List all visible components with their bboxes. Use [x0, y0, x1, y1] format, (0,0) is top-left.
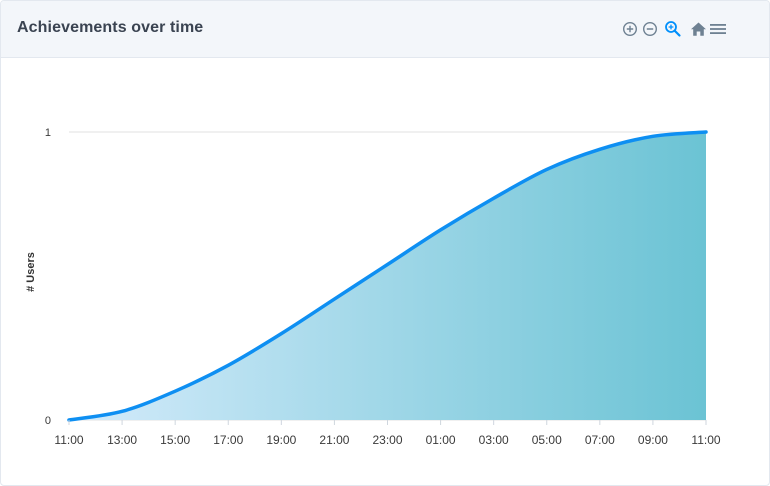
x-axis-ticks: 11:00 13:00 15:00 17:00 19:00 21:00 23:00 01:00… — [54, 420, 721, 447]
y-tick-label: 0 — [45, 415, 51, 427]
series-line-path — [67, 130, 708, 422]
area-chart: 11:00 13:00 15:00 17:00 19:00 21:00 23:00 01:00… — [45, 127, 721, 447]
series-area-fill — [69, 132, 706, 420]
x-tick-label: 01:00 — [426, 433, 456, 447]
y-axis-label: # Users — [25, 252, 37, 292]
x-tick-label: 11:00 — [54, 433, 83, 447]
zoom-select-icon[interactable] — [663, 18, 683, 40]
x-tick-label: 11:00 — [691, 433, 720, 447]
x-tick-label: 15:00 — [160, 433, 190, 447]
y-tick-label: 1 — [45, 127, 51, 139]
card-header: Achievements over time — [1, 1, 769, 58]
card-title: Achievements over time — [17, 19, 204, 36]
chart-area: # Users 11:00 13:00 15:00 17:00 19:00 21:00 23… — [1, 58, 769, 485]
zoom-out-icon[interactable] — [640, 18, 660, 40]
x-tick-label: 09:00 — [638, 433, 668, 447]
x-tick-label: 13:00 — [107, 433, 137, 447]
y-axis-ticks: 01 — [45, 127, 51, 427]
x-tick-label: 05:00 — [532, 433, 562, 447]
x-tick-label: 17:00 — [213, 433, 243, 447]
x-tick-label: 21:00 — [319, 433, 349, 447]
zoom-in-icon[interactable] — [620, 18, 640, 40]
x-tick-label: 07:00 — [585, 433, 615, 447]
menu-icon[interactable] — [708, 18, 728, 40]
x-tick-label: 19:00 — [266, 433, 296, 447]
x-tick-label: 03:00 — [479, 433, 509, 447]
series-area — [69, 132, 706, 420]
series-line — [67, 130, 708, 422]
home-icon[interactable] — [688, 18, 708, 40]
x-tick-label: 23:00 — [372, 433, 402, 447]
